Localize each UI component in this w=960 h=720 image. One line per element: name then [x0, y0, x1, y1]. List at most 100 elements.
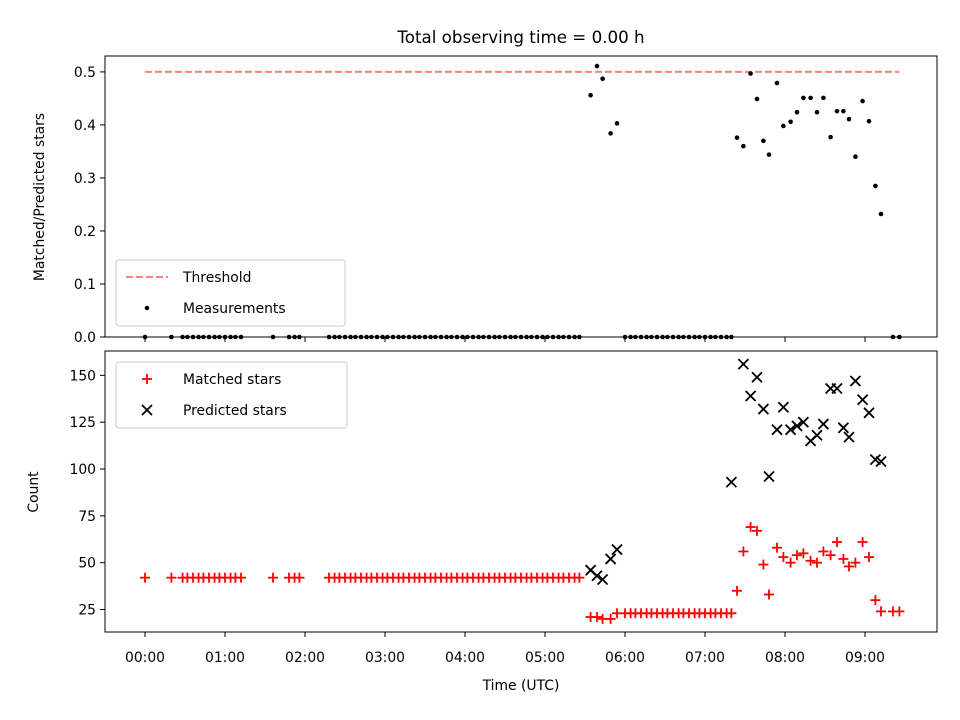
predicted-star-point [843, 431, 855, 443]
bottom-y-tick-label: 75 [78, 509, 96, 525]
predicted-star-point [849, 375, 862, 387]
bottom-y-tick-label: 150 [69, 368, 96, 384]
bottom-panel: 25 50 75 100 125 150 00:00 01:00 02:00 03:00 04:0… [26, 350, 938, 694]
matched-star-point [838, 553, 849, 564]
top-panel: Total observing time = 0.00 h 0.00.10.20… [32, 27, 938, 346]
matched-star-point [140, 572, 150, 583]
x-axis-label: Time (UTC) [482, 678, 560, 694]
matched-star-point [592, 612, 602, 623]
measurement-point [801, 95, 806, 101]
predicted-star-point [771, 424, 783, 436]
matched-star-point [778, 552, 789, 563]
measurement-point [841, 108, 846, 114]
matched-star-point [805, 555, 816, 566]
top-legend-box [115, 259, 346, 327]
measurement-point [788, 119, 793, 125]
predicted-star-point [837, 422, 850, 434]
top-plot-marks [142, 63, 902, 340]
predicted-star-point [596, 573, 609, 586]
predicted-star-point [777, 401, 790, 413]
top-y-tick-label: 0.2 [74, 224, 96, 240]
matched-star-point [236, 572, 246, 583]
predicted-star-point [744, 390, 757, 402]
measurement-point [608, 131, 613, 136]
bottom-y-tick-label: 25 [78, 603, 96, 619]
matched-legend-marker [142, 374, 152, 384]
matched-star-point [764, 589, 774, 600]
predicted-star-point [831, 382, 843, 395]
measurement-point [594, 63, 600, 69]
bottom-x-tick-label: 01:00 [205, 650, 245, 666]
predicted-star-point [817, 418, 830, 430]
bottom-legend-box [115, 361, 348, 429]
bottom-plot-marks [140, 358, 905, 624]
predicted-star-point [751, 371, 763, 383]
matched-star-point [857, 537, 868, 548]
matched-star-point [818, 546, 829, 557]
matched-star-point [785, 557, 796, 568]
predicted-star-point [791, 420, 803, 432]
matched-star-point [166, 572, 177, 583]
predicted-star-point [856, 394, 869, 406]
top-y-tick-label: 0.0 [74, 330, 96, 346]
matched-legend-swatch [142, 374, 152, 384]
matched-star-point [268, 572, 278, 583]
bottom-axes-frame [104, 350, 938, 633]
bottom-x-tick-label: 07:00 [685, 650, 725, 666]
predicted-star-point [784, 424, 797, 436]
measurement-point [588, 92, 593, 98]
measurement-point [794, 109, 800, 115]
predicted-legend-label: Predicted stars [183, 403, 287, 419]
predicted-star-point [737, 358, 750, 370]
top-chart-title: Total observing time = 0.00 h [396, 27, 644, 47]
matched-star-point [798, 548, 809, 559]
bottom-x-tick-label: 05:00 [525, 650, 565, 666]
predicted-legend-swatch [141, 404, 153, 416]
matched-star-point [772, 542, 782, 553]
top-legend: Threshold Measurements [115, 259, 346, 327]
measurement-point [754, 96, 760, 102]
measurement-point [734, 135, 740, 140]
top-x-ticks [144, 337, 866, 342]
measurement-point [741, 143, 746, 149]
bottom-legend: Matched stars Predicted stars [115, 361, 348, 429]
measurement-point [873, 183, 878, 189]
predicted-star-point [725, 476, 738, 488]
matched-star-point [832, 537, 842, 548]
matched-star-point [850, 557, 861, 568]
matched-star-point [605, 613, 616, 624]
measurement-point [828, 134, 833, 140]
measurement-point [866, 118, 872, 124]
bottom-y-tick-label: 50 [78, 556, 96, 572]
threshold-legend-label: Threshold [182, 270, 251, 286]
top-y-tick-label: 0.1 [74, 277, 96, 293]
matched-star-point [825, 550, 836, 561]
matched-star-point [294, 572, 305, 583]
matched-star-point [732, 585, 742, 596]
measurement-point [600, 76, 605, 82]
bottom-x-tick-label: 02:00 [285, 650, 325, 666]
measurement-point [774, 80, 780, 86]
predicted-star-point [875, 455, 887, 468]
bottom-y-axis-label: Count [26, 471, 42, 513]
measurement-point [834, 108, 840, 114]
matched-star-point [792, 550, 802, 561]
bottom-x-tick-label: 08:00 [765, 650, 805, 666]
predicted-star-point [811, 429, 823, 441]
bottom-x-tick-label: 04:00 [445, 650, 485, 666]
matched-legend-label: Matched stars [183, 372, 281, 388]
measurement-point [878, 211, 884, 217]
measurement-point [853, 154, 858, 160]
top-y-axis-label: Matched/Predicted stars [32, 113, 48, 281]
measurement-point [781, 123, 786, 129]
matched-star-point [745, 522, 756, 533]
matched-star-point [574, 572, 585, 583]
predicted-star-point [757, 403, 770, 415]
bottom-x-axis: 00:00 01:00 02:00 03:00 04:00 05:00 06:00 07:00… [125, 632, 885, 666]
matched-star-point [876, 606, 886, 617]
matched-star-point [864, 552, 874, 563]
measurement-point [766, 152, 772, 157]
matched-star-point [738, 546, 749, 557]
